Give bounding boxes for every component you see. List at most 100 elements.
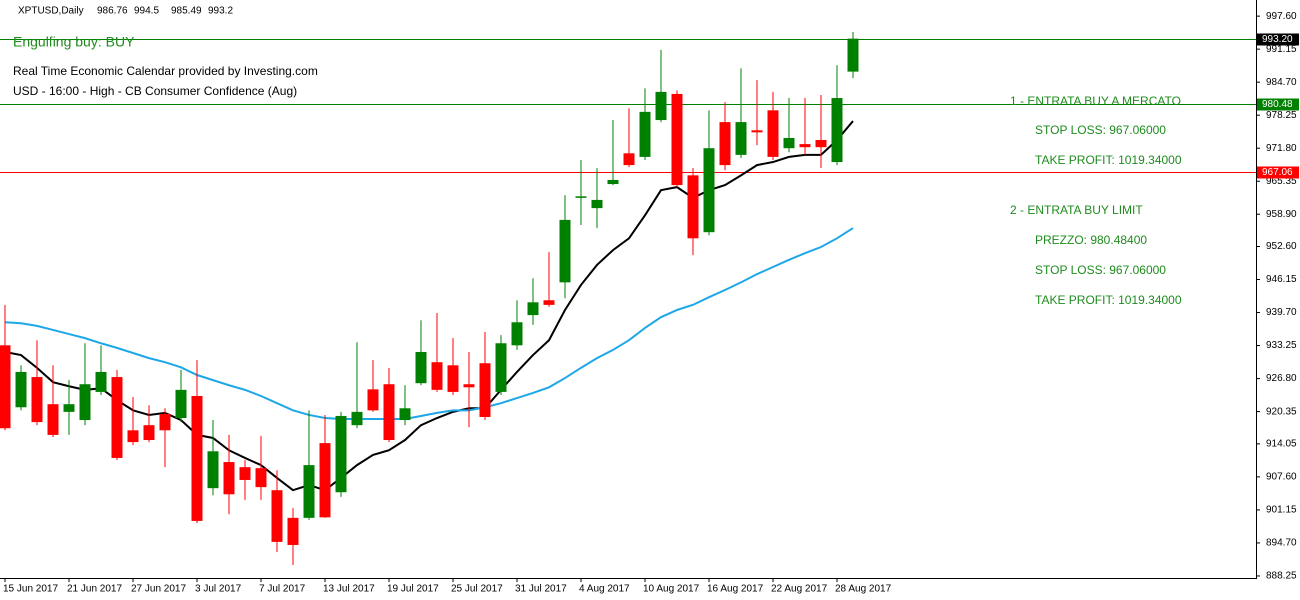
annotation: PREZZO: 980.48400 — [1035, 233, 1147, 247]
candle-body — [223, 462, 235, 495]
candle-body — [207, 451, 219, 489]
annotation: 1 - ENTRATA BUY A MERCATO — [1010, 94, 1181, 108]
annotation: TAKE PROFIT: 1019.34000 — [1035, 153, 1182, 167]
candle-body — [815, 140, 827, 148]
level-box — [1257, 33, 1299, 46]
candle-body — [415, 351, 427, 384]
y-tick-label: 958.90 — [1266, 209, 1297, 220]
y-tick-label: 926.80 — [1266, 373, 1297, 384]
candle-body — [47, 404, 59, 435]
x-tick-label: 7 Jul 2017 — [259, 584, 306, 595]
candle-body — [495, 343, 507, 392]
candle-body — [319, 443, 331, 518]
candle-body — [735, 122, 747, 155]
y-tick-label: 952.60 — [1266, 241, 1297, 252]
candle-body — [95, 371, 107, 392]
candle-body — [559, 219, 571, 283]
candle-body — [271, 490, 283, 542]
x-tick-label: 13 Jul 2017 — [323, 584, 375, 595]
candle-body — [783, 137, 795, 149]
y-tick-label: 965.35 — [1266, 176, 1297, 187]
y-tick-label: 901.15 — [1266, 505, 1297, 516]
candle-body — [303, 465, 315, 518]
candle-body — [159, 413, 171, 431]
y-tick-label: 888.25 — [1266, 571, 1297, 582]
candle-body — [335, 415, 347, 493]
x-tick-label: 4 Aug 2017 — [579, 584, 630, 595]
candle-body — [639, 111, 651, 157]
candle-body — [255, 468, 267, 488]
header-close: 993.2 — [208, 6, 233, 17]
x-tick-label: 16 Aug 2017 — [707, 584, 764, 595]
candle-body — [655, 91, 667, 121]
candle-body — [0, 345, 11, 429]
x-tick-label: 21 Jun 2017 — [67, 584, 122, 595]
x-tick-label: 22 Aug 2017 — [771, 584, 828, 595]
candle-body — [687, 175, 699, 239]
candle-body — [575, 196, 587, 198]
x-tick-label: 15 Jun 2017 — [3, 584, 58, 595]
candle-body — [607, 179, 619, 185]
candle-body — [383, 384, 395, 441]
annotation: Real Time Economic Calendar provided by … — [13, 64, 318, 78]
candle-body — [287, 517, 299, 545]
level-box — [1257, 166, 1299, 179]
y-tick-label: 984.70 — [1266, 77, 1297, 88]
candle-body — [703, 148, 715, 233]
plot — [0, 31, 859, 565]
x-tick-label: 10 Aug 2017 — [643, 584, 700, 595]
candle-body — [431, 362, 443, 390]
x-tick-label: 27 Jun 2017 — [131, 584, 186, 595]
candle-body — [623, 153, 635, 166]
candle-body — [111, 377, 123, 458]
x-tick-label: 19 Jul 2017 — [387, 584, 439, 595]
candle-body — [479, 363, 491, 417]
level-label: 993.20 — [1262, 34, 1293, 45]
header-open: 986.76 — [97, 6, 128, 17]
axis: 997.60 991.15 984.70 978.25 971.80 965.35 958.… — [3, 11, 1299, 595]
header-high: 994.5 — [134, 6, 159, 17]
candle-body — [79, 384, 91, 421]
annotation: STOP LOSS: 967.06000 — [1035, 123, 1166, 137]
candle-body — [127, 430, 139, 443]
candle-body — [799, 144, 811, 148]
candle-body — [63, 404, 75, 412]
header-low: 985.49 — [171, 6, 202, 17]
y-tick-label: 894.70 — [1266, 538, 1297, 549]
y-tick-label: 978.25 — [1266, 110, 1297, 121]
y-tick-label: 907.60 — [1266, 472, 1297, 483]
x-tick-label: 25 Jul 2017 — [451, 584, 503, 595]
annotation: TAKE PROFIT: 1019.34000 — [1035, 293, 1182, 307]
candle-body — [463, 384, 475, 388]
candle-body — [719, 122, 731, 166]
candle-body — [831, 98, 843, 163]
candle-body — [399, 408, 411, 421]
candle-body — [767, 110, 779, 157]
level-label: 980.48 — [1262, 99, 1293, 110]
candle-body — [527, 302, 539, 316]
candle-body — [591, 199, 603, 209]
y-tick-label: 920.35 — [1266, 406, 1297, 417]
annotation: Engulfing buy: BUY — [13, 34, 135, 50]
y-tick-label: 914.05 — [1266, 439, 1297, 450]
y-tick-label: 971.80 — [1266, 143, 1297, 154]
x-tick-label: 3 Jul 2017 — [195, 584, 242, 595]
moving-average — [4, 227, 854, 421]
y-tick-label: 939.70 — [1266, 307, 1297, 318]
candle-body — [175, 389, 187, 419]
candle-body — [31, 377, 43, 423]
candle-body — [511, 322, 523, 346]
candle-body — [847, 38, 859, 72]
candle-body — [15, 371, 27, 408]
y-tick-label: 997.60 — [1266, 11, 1297, 22]
symbol: XPTUSD,Daily — [18, 6, 84, 17]
y-tick-label: 946.15 — [1266, 274, 1297, 285]
y-tick-label: 933.25 — [1266, 340, 1297, 351]
y-tick-label: 991.15 — [1266, 44, 1297, 55]
level-box — [1257, 98, 1299, 111]
candle-body — [143, 425, 155, 441]
candle-body — [751, 130, 763, 133]
levels — [0, 39, 1256, 173]
